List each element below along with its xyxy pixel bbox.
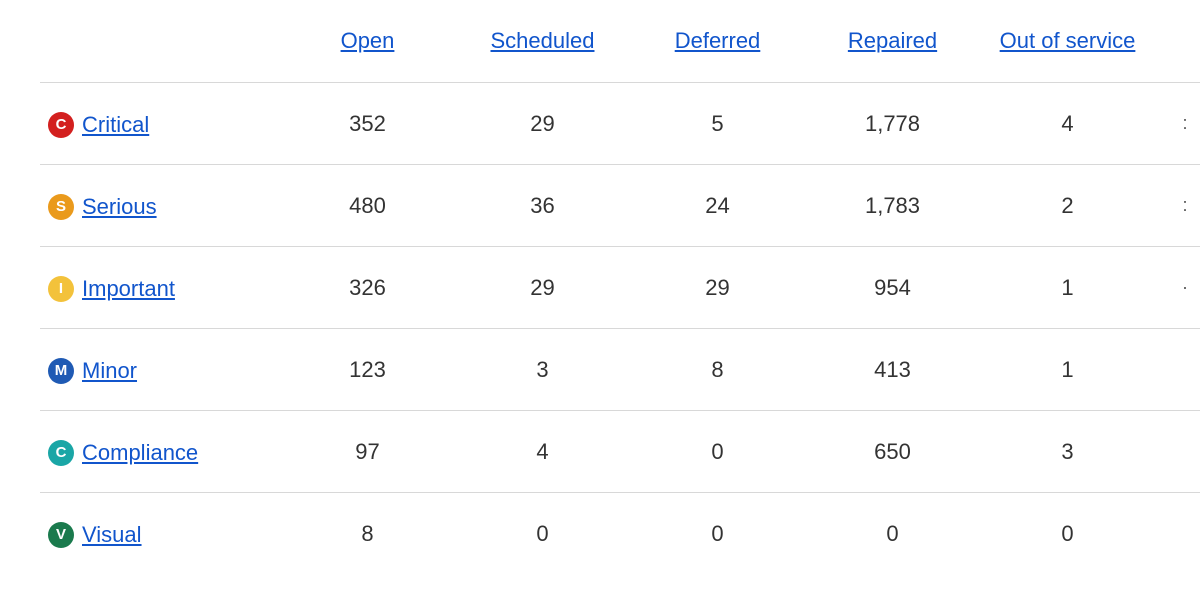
col-header-repaired: Repaired: [805, 10, 980, 83]
cell-visual-open: 8: [280, 493, 455, 575]
cell-visual-trail: [1155, 493, 1200, 575]
cell-critical-scheduled: 29: [455, 83, 630, 165]
cell-minor-outsvc: 1: [980, 329, 1155, 411]
cell-minor-deferred: 8: [630, 329, 805, 411]
cell-serious-deferred: 24: [630, 165, 805, 247]
col-link-scheduled[interactable]: Scheduled: [491, 28, 595, 53]
row-head-visual: V Visual: [40, 493, 280, 575]
cell-compliance-deferred: 0: [630, 411, 805, 493]
row-head-serious: S Serious: [40, 165, 280, 247]
row-link-compliance[interactable]: Compliance: [82, 440, 198, 466]
cell-visual-repaired: 0: [805, 493, 980, 575]
cell-critical-trail: :: [1155, 83, 1200, 165]
cell-important-deferred: 29: [630, 247, 805, 329]
cell-serious-open: 480: [280, 165, 455, 247]
row-head-important: I Important: [40, 247, 280, 329]
cell-minor-repaired: 413: [805, 329, 980, 411]
row-link-serious[interactable]: Serious: [82, 194, 157, 220]
cell-minor-scheduled: 3: [455, 329, 630, 411]
cell-compliance-trail: [1155, 411, 1200, 493]
status-table: Open Scheduled Deferred Repaired Out of …: [40, 10, 1200, 574]
cell-serious-outsvc: 2: [980, 165, 1155, 247]
severity-badge-compliance-icon: C: [48, 440, 74, 466]
row-head-minor: M Minor: [40, 329, 280, 411]
col-header-deferred: Deferred: [630, 10, 805, 83]
row-link-visual[interactable]: Visual: [82, 522, 142, 548]
col-header-open: Open: [280, 10, 455, 83]
cell-important-open: 326: [280, 247, 455, 329]
cell-serious-repaired: 1,783: [805, 165, 980, 247]
cell-minor-open: 123: [280, 329, 455, 411]
table-row-minor: M Minor123384131: [40, 329, 1200, 411]
row-link-minor[interactable]: Minor: [82, 358, 137, 384]
cell-visual-outsvc: 0: [980, 493, 1155, 575]
cell-compliance-outsvc: 3: [980, 411, 1155, 493]
table-row-compliance: C Compliance97406503: [40, 411, 1200, 493]
cell-visual-scheduled: 0: [455, 493, 630, 575]
col-link-repaired[interactable]: Repaired: [848, 28, 937, 53]
severity-badge-critical-icon: C: [48, 112, 74, 138]
cell-important-trail: ·: [1155, 247, 1200, 329]
cell-important-repaired: 954: [805, 247, 980, 329]
severity-badge-important-icon: I: [48, 276, 74, 302]
row-head-compliance: C Compliance: [40, 411, 280, 493]
severity-badge-serious-icon: S: [48, 194, 74, 220]
cell-critical-open: 352: [280, 83, 455, 165]
cell-compliance-open: 97: [280, 411, 455, 493]
status-table-container: Open Scheduled Deferred Repaired Out of …: [0, 0, 1200, 574]
cell-compliance-repaired: 650: [805, 411, 980, 493]
cell-critical-repaired: 1,778: [805, 83, 980, 165]
col-link-out-of-service[interactable]: Out of service: [1000, 28, 1136, 53]
col-header-trail: [1155, 10, 1200, 83]
table-row-critical: C Critical3522951,7784:: [40, 83, 1200, 165]
cell-critical-deferred: 5: [630, 83, 805, 165]
cell-important-scheduled: 29: [455, 247, 630, 329]
table-header-row: Open Scheduled Deferred Repaired Out of …: [40, 10, 1200, 83]
cell-visual-deferred: 0: [630, 493, 805, 575]
severity-badge-minor-icon: M: [48, 358, 74, 384]
col-header-scheduled: Scheduled: [455, 10, 630, 83]
cell-minor-trail: [1155, 329, 1200, 411]
cell-serious-scheduled: 36: [455, 165, 630, 247]
col-link-open[interactable]: Open: [341, 28, 395, 53]
col-link-deferred[interactable]: Deferred: [675, 28, 761, 53]
table-header-blank: [40, 10, 280, 83]
table-row-important: I Important32629299541·: [40, 247, 1200, 329]
severity-badge-visual-icon: V: [48, 522, 74, 548]
row-head-critical: C Critical: [40, 83, 280, 165]
table-row-visual: V Visual80000: [40, 493, 1200, 575]
cell-important-outsvc: 1: [980, 247, 1155, 329]
col-header-out-of-service: Out of service: [980, 10, 1155, 83]
cell-serious-trail: :: [1155, 165, 1200, 247]
row-link-important[interactable]: Important: [82, 276, 175, 302]
cell-compliance-scheduled: 4: [455, 411, 630, 493]
table-row-serious: S Serious48036241,7832:: [40, 165, 1200, 247]
row-link-critical[interactable]: Critical: [82, 112, 149, 138]
cell-critical-outsvc: 4: [980, 83, 1155, 165]
